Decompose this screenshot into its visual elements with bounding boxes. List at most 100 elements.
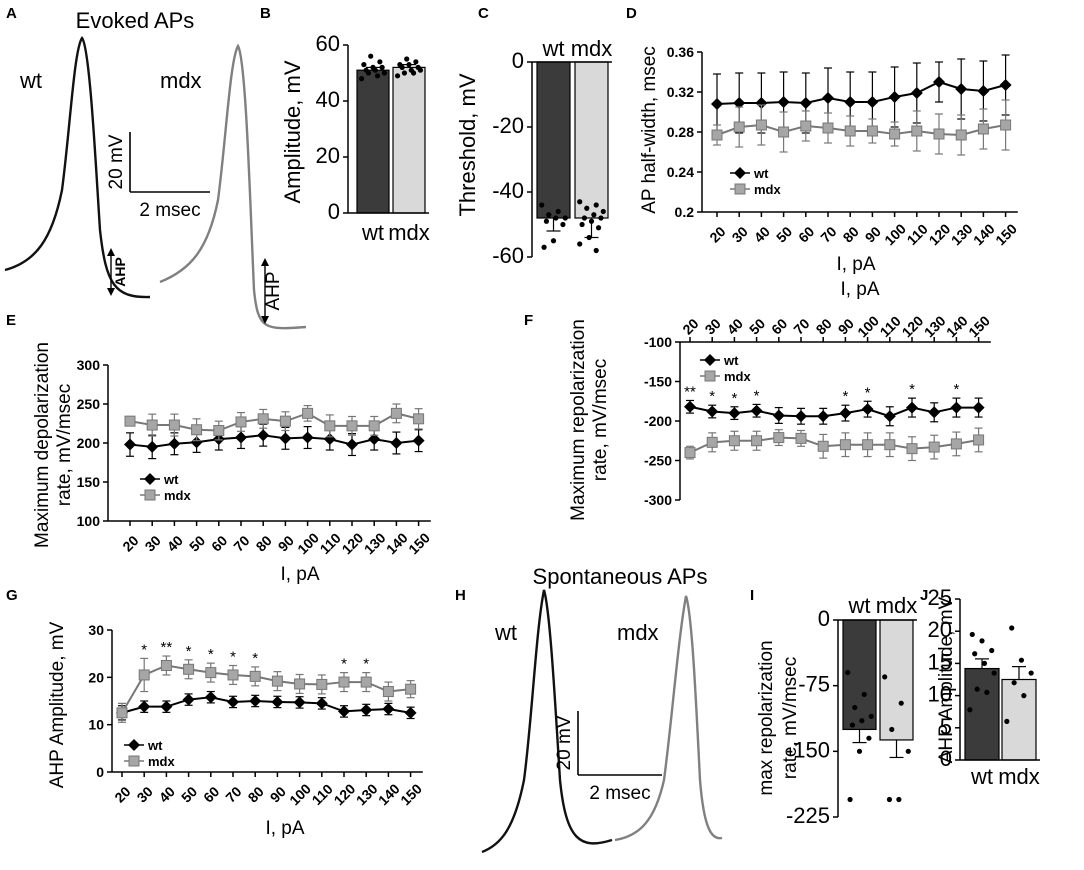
panel-label-g: G <box>6 587 18 604</box>
panel-i-data-point-wt <box>847 796 853 803</box>
panel-g-wt-point <box>382 703 395 716</box>
panel-d-xtick-label: 70 <box>817 223 839 245</box>
panel-c-data-point-wt <box>543 218 550 224</box>
panel-e-mdx-point <box>302 407 314 419</box>
panel-g-x-axis-label: I, pA <box>265 818 304 839</box>
panel-e-mdx-point <box>124 415 136 427</box>
panel-g-wt-point <box>315 697 328 710</box>
panel-f-legend-mdx-marker <box>704 370 716 382</box>
panel-a-wt-label: wt <box>19 68 42 93</box>
panel-d-wt-point <box>799 97 812 109</box>
panel-f-xtick-label: 30 <box>701 315 723 337</box>
panel-c-data-point-mdx <box>598 215 604 221</box>
panel-d-wt-point <box>844 96 857 108</box>
panel-f-wt-point <box>861 403 874 416</box>
panel-g-significance-marker: ** <box>161 639 173 656</box>
panel-c-data-point-wt <box>539 202 545 208</box>
panel-c-data-point-mdx <box>593 202 599 208</box>
panel-b-data-point-wt <box>381 70 388 76</box>
panel-j-data-point-wt <box>989 647 995 654</box>
panel-g-mdx-point <box>227 669 239 681</box>
panel-h-wt-trace <box>481 589 613 854</box>
panel-g-xtick-label: 90 <box>267 783 289 805</box>
panel-c-data-point-wt <box>553 215 559 221</box>
panel-h-mdx-label: mdx <box>617 620 659 645</box>
panel-d-wt-point <box>755 97 768 109</box>
panel-g-xtick-label: 150 <box>397 780 425 808</box>
panel-f-wt-point <box>706 405 719 418</box>
panel-d-wt-point <box>888 91 901 103</box>
panel-d-wt-point <box>866 96 879 108</box>
panel-b-category-label-wt: wt <box>361 220 384 245</box>
panel-f-ytick-label: -150 <box>644 374 672 390</box>
panel-e-mdx-point <box>168 419 180 431</box>
panel-c-ytick-label: -40 <box>492 178 524 203</box>
panel-c-ytick-label: -60 <box>492 243 524 268</box>
panel-g-significance-marker: * <box>252 650 258 667</box>
panel-i-data-point-mdx <box>889 726 895 733</box>
panel-j-data-point-wt <box>967 707 973 713</box>
panel-b-data-point-mdx <box>408 67 414 73</box>
panel-b-ytick-label: 0 <box>328 199 340 224</box>
panel-j-data-point-wt <box>972 651 978 657</box>
panel-c-data-point-mdx <box>591 212 597 218</box>
panel-g-mdx-point <box>316 678 328 690</box>
panel-e-mdx-point <box>368 420 380 432</box>
panel-j-category-label-mdx: mdx <box>998 764 1040 789</box>
panel-g-xtick-label: 30 <box>133 783 155 805</box>
panel-b-data-point-wt <box>363 67 369 73</box>
panel-i-ytick-label: 0 <box>818 606 830 631</box>
panel-f-mdx-point <box>751 435 763 447</box>
panel-g-significance-marker: * <box>141 641 147 658</box>
panel-g-legend-wt-label: wt <box>147 738 163 753</box>
panel-c-data-point-mdx <box>577 241 583 247</box>
panel-f-mdx-point <box>728 435 740 447</box>
panel-f-significance-marker: * <box>709 388 715 405</box>
panel-d-mdx-point <box>755 119 767 131</box>
panel-c-data-point-wt <box>541 244 547 250</box>
panel-f-ytick-label: -300 <box>644 492 672 508</box>
panel-c-data-point-mdx <box>595 225 602 231</box>
panel-g-mdx-point <box>294 678 306 690</box>
panel-f-xtick-label: 50 <box>746 315 768 337</box>
panel-h-mdx-trace <box>614 595 723 842</box>
panel-b-data-point-wt <box>358 76 365 82</box>
panel-h-wt-label: wt <box>494 620 517 645</box>
panel-c-data-point-mdx <box>584 205 590 211</box>
panel-b-data-point-mdx <box>397 62 403 68</box>
panel-d-mdx-point <box>889 128 901 140</box>
panel-i-y-axis-label-line: max repolarization <box>756 640 777 795</box>
panel-e-legend-wt-marker <box>144 473 156 485</box>
panel-e-y-axis-label-line: rate, mV/msec <box>54 384 75 506</box>
panel-b-bar-mdx <box>392 66 426 214</box>
panel-d-mdx-point <box>844 125 856 137</box>
panel-f-wt-point <box>772 409 785 422</box>
panel-j-ytick-label: 10 <box>928 682 952 707</box>
panel-e-wt-point <box>279 432 292 445</box>
panel-j-ytick-label: 0 <box>940 746 952 771</box>
panel-d-xtick-label: 50 <box>773 223 795 245</box>
panel-d-ytick-label: 0.32 <box>667 84 694 100</box>
panel-label-e: E <box>6 312 16 329</box>
panel-f-wt-point <box>795 410 807 423</box>
panel-b-data-point-mdx <box>401 70 408 76</box>
panel-i-category-label-mdx: mdx <box>876 593 918 618</box>
panel-e-mdx-point <box>257 413 269 425</box>
panel-b-category-label-mdx: mdx <box>388 220 430 245</box>
panel-label-j: J <box>920 587 928 604</box>
panel-g-xtick-label: 20 <box>111 783 133 805</box>
panel-f-wt-point <box>928 406 941 419</box>
panel-c-data-point-mdx <box>593 247 599 254</box>
panel-e-legend-mdx-label: mdx <box>164 488 192 503</box>
panel-e-wt-point <box>124 438 136 451</box>
panel-d-wt-point <box>933 76 945 88</box>
panel-e-ytick-label: 150 <box>77 474 101 490</box>
panel-f-x-axis-label: I, pA <box>840 279 879 300</box>
panel-j-data-point-mdx <box>1018 657 1025 663</box>
panel-g-significance-marker: * <box>186 643 192 660</box>
panel-f-mdx-point <box>839 439 851 451</box>
panel-j-bar-wt <box>964 667 1000 761</box>
panel-j-y-axis-label: AHP Amplitude, mV <box>936 596 957 763</box>
panel-c-y-axis-label: Threshold, mV <box>455 73 480 216</box>
